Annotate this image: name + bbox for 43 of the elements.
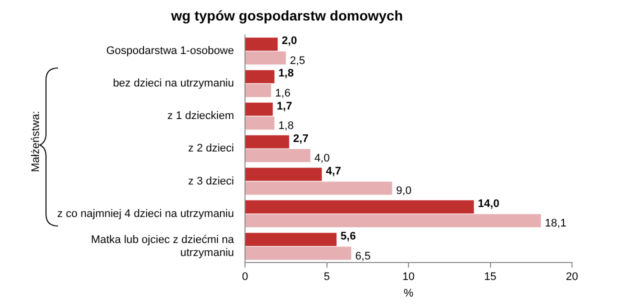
bar [246, 200, 474, 214]
x-tick-label: 5 [324, 271, 330, 284]
bar [246, 214, 541, 228]
bar [246, 116, 274, 130]
y-tick-label: z 1 dzieckiem [167, 110, 234, 122]
data-label: 4,7 [326, 165, 342, 178]
y-tick-label: bez dzieci na utrzymaniu [112, 78, 234, 90]
bar [246, 246, 352, 260]
y-tick-label: z 3 dzieci [188, 175, 234, 188]
data-label: 18,1 [544, 218, 566, 230]
data-label: 2,5 [290, 55, 306, 68]
data-label: 1,7 [276, 100, 292, 112]
bar [246, 51, 286, 65]
bar [246, 102, 273, 116]
text: Małżeństwa: [30, 110, 42, 172]
bar [246, 70, 274, 84]
bar [246, 168, 322, 181]
bar [246, 182, 392, 195]
y-tick-label: Matka lub ojciec z dziećmi na utrzymaniu [90, 234, 235, 259]
y-tick-label: z 2 dzieci [188, 142, 234, 155]
data-label: 1,8 [278, 120, 294, 132]
x-tick-label: 20 [566, 271, 578, 284]
y-tick-label: Gospodarstwa 1-osobowe [106, 45, 234, 58]
x-tick-label: 0 [242, 271, 248, 284]
data-label: 2,7 [293, 132, 308, 145]
bar [246, 38, 278, 51]
y-tick-label: z co najmniej 4 dzieci na utrzymaniu [57, 208, 234, 220]
bar [246, 232, 337, 246]
data-label: 9,0 [396, 185, 412, 198]
bar [246, 135, 290, 148]
bar [246, 149, 310, 162]
data-label: 1,8 [278, 68, 294, 80]
data-label: 4,0 [314, 152, 330, 165]
x-axis-title: % [404, 287, 414, 300]
data-label: 2,0 [282, 35, 297, 48]
x-tick-label: 10 [402, 271, 415, 284]
bar [246, 84, 272, 98]
data-label: 1,6 [275, 88, 290, 100]
data-label: 14,0 [478, 198, 500, 210]
data-label: 6,5 [355, 250, 371, 262]
data-label: 5,6 [340, 230, 356, 242]
x-tick-label: 15 [484, 271, 496, 284]
chart-title: wg typów gospodarstw domowych [170, 7, 403, 24]
